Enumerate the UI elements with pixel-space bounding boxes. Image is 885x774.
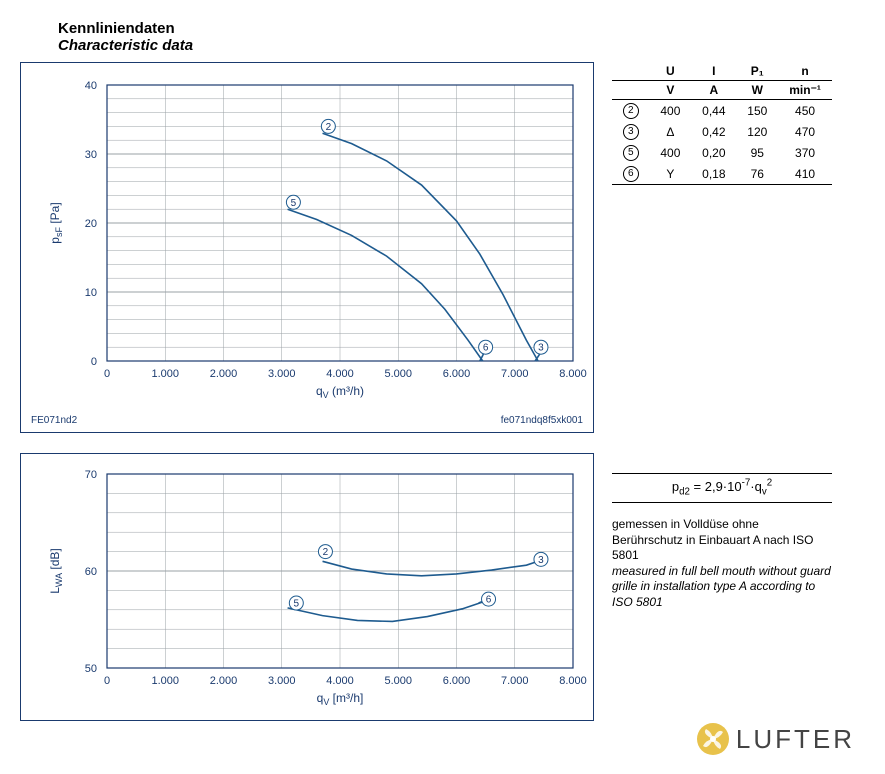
svg-text:30: 30 bbox=[85, 149, 97, 161]
svg-text:5: 5 bbox=[294, 599, 300, 610]
svg-text:8.000: 8.000 bbox=[559, 368, 587, 380]
svg-text:8.000: 8.000 bbox=[559, 675, 587, 687]
table-cell: 0,18 bbox=[691, 163, 736, 185]
table-header: n bbox=[778, 62, 832, 81]
table-cell: 370 bbox=[778, 142, 832, 163]
svg-text:50: 50 bbox=[85, 663, 97, 675]
svg-text:3: 3 bbox=[538, 555, 544, 566]
svg-text:1.000: 1.000 bbox=[151, 368, 179, 380]
header: Kennliniendaten Characteristic data bbox=[58, 20, 865, 54]
table-cell: 470 bbox=[778, 121, 832, 142]
table-unit: V bbox=[650, 81, 692, 100]
table-cell: 0,42 bbox=[691, 121, 736, 142]
svg-text:5.000: 5.000 bbox=[384, 368, 412, 380]
table-unit: W bbox=[736, 81, 778, 100]
table-cell: 76 bbox=[736, 163, 778, 185]
svg-text:2.000: 2.000 bbox=[210, 675, 238, 687]
svg-text:4.000: 4.000 bbox=[326, 675, 354, 687]
svg-text:3: 3 bbox=[538, 343, 544, 354]
svg-text:0: 0 bbox=[104, 368, 110, 380]
svg-text:LWA [dB]: LWA [dB] bbox=[48, 548, 64, 594]
table-cell: 410 bbox=[778, 163, 832, 185]
table-cell: 95 bbox=[736, 142, 778, 163]
svg-text:psF [Pa]: psF [Pa] bbox=[48, 202, 64, 243]
row-id-icon: 6 bbox=[623, 166, 639, 182]
table-row: 6Y0,1876410 bbox=[612, 163, 832, 185]
lufter-logo: LUFTER bbox=[696, 722, 855, 756]
table-cell: Y bbox=[650, 163, 692, 185]
svg-text:0: 0 bbox=[104, 675, 110, 687]
fan-icon bbox=[696, 722, 730, 756]
table-header: P₁ bbox=[736, 62, 778, 81]
table-unit: min⁻¹ bbox=[778, 81, 832, 100]
table-cell: Δ bbox=[650, 121, 692, 142]
svg-text:6.000: 6.000 bbox=[443, 368, 471, 380]
note-en: measured in full bell mouth without guar… bbox=[612, 564, 832, 611]
row-id-icon: 5 bbox=[623, 145, 639, 161]
svg-text:7.000: 7.000 bbox=[501, 675, 529, 687]
svg-text:20: 20 bbox=[85, 218, 97, 230]
table-header bbox=[612, 62, 650, 81]
svg-text:6: 6 bbox=[486, 595, 492, 606]
svg-text:7.000: 7.000 bbox=[501, 368, 529, 380]
chart1-footer-left: FE071nd2 bbox=[31, 415, 77, 426]
table-cell: 150 bbox=[736, 100, 778, 122]
title-de: Kennliniendaten bbox=[58, 20, 865, 37]
svg-text:1.000: 1.000 bbox=[151, 675, 179, 687]
svg-text:3.000: 3.000 bbox=[268, 368, 296, 380]
svg-text:40: 40 bbox=[85, 80, 97, 92]
svg-text:4.000: 4.000 bbox=[326, 368, 354, 380]
svg-text:qV (m³/h): qV (m³/h) bbox=[316, 384, 364, 400]
table-cell: 400 bbox=[650, 100, 692, 122]
svg-text:3.000: 3.000 bbox=[268, 675, 296, 687]
table-cell: 400 bbox=[650, 142, 692, 163]
table-row: 3Δ0,42120470 bbox=[612, 121, 832, 142]
table-row: 2 4000,44150450 bbox=[612, 100, 832, 122]
svg-text:qV [m³/h]: qV [m³/h] bbox=[317, 691, 364, 707]
svg-text:6.000: 6.000 bbox=[443, 675, 471, 687]
svg-text:2: 2 bbox=[326, 122, 332, 133]
operating-data-table: UIP₁n VAWmin⁻¹ 24000,441504503Δ0,4212047… bbox=[612, 62, 832, 185]
table-row: 5 4000,2095370 bbox=[612, 142, 832, 163]
svg-text:0: 0 bbox=[91, 356, 97, 368]
row-id-icon: 3 bbox=[623, 124, 639, 140]
dynamic-pressure-formula: pd2 = 2,9·10-7·qv2 bbox=[612, 473, 832, 503]
table-header: I bbox=[691, 62, 736, 81]
svg-text:70: 70 bbox=[85, 469, 97, 481]
row-id-icon: 2 bbox=[623, 103, 639, 119]
sound-chart: 0 1.000 2.000 3.000 4.000 5.000 6.000 7.000 8.00… bbox=[20, 453, 594, 721]
table-cell: 120 bbox=[736, 121, 778, 142]
table-header: U bbox=[650, 62, 692, 81]
svg-text:60: 60 bbox=[85, 566, 97, 578]
note-de: gemessen in Volldüse ohne Berührschutz i… bbox=[612, 517, 832, 564]
svg-text:2.000: 2.000 bbox=[210, 368, 238, 380]
svg-text:5.000: 5.000 bbox=[384, 675, 412, 687]
svg-text:2: 2 bbox=[323, 547, 329, 558]
table-cell: 450 bbox=[778, 100, 832, 122]
table-unit bbox=[612, 81, 650, 100]
measurement-notes: gemessen in Volldüse ohne Berührschutz i… bbox=[612, 517, 832, 611]
svg-text:6: 6 bbox=[483, 343, 489, 354]
pressure-chart: 0 1.000 2.000 3.000 4.000 5.000 6.000 7.000 8.00… bbox=[20, 62, 594, 433]
logo-text: LUFTER bbox=[736, 724, 855, 755]
svg-text:10: 10 bbox=[85, 287, 97, 299]
table-cell: 0,20 bbox=[691, 142, 736, 163]
svg-text:5: 5 bbox=[291, 198, 297, 209]
table-unit: A bbox=[691, 81, 736, 100]
table-cell: 0,44 bbox=[691, 100, 736, 122]
chart1-footer-right: fe071ndq8f5xk001 bbox=[501, 415, 583, 426]
title-en: Characteristic data bbox=[58, 37, 865, 54]
